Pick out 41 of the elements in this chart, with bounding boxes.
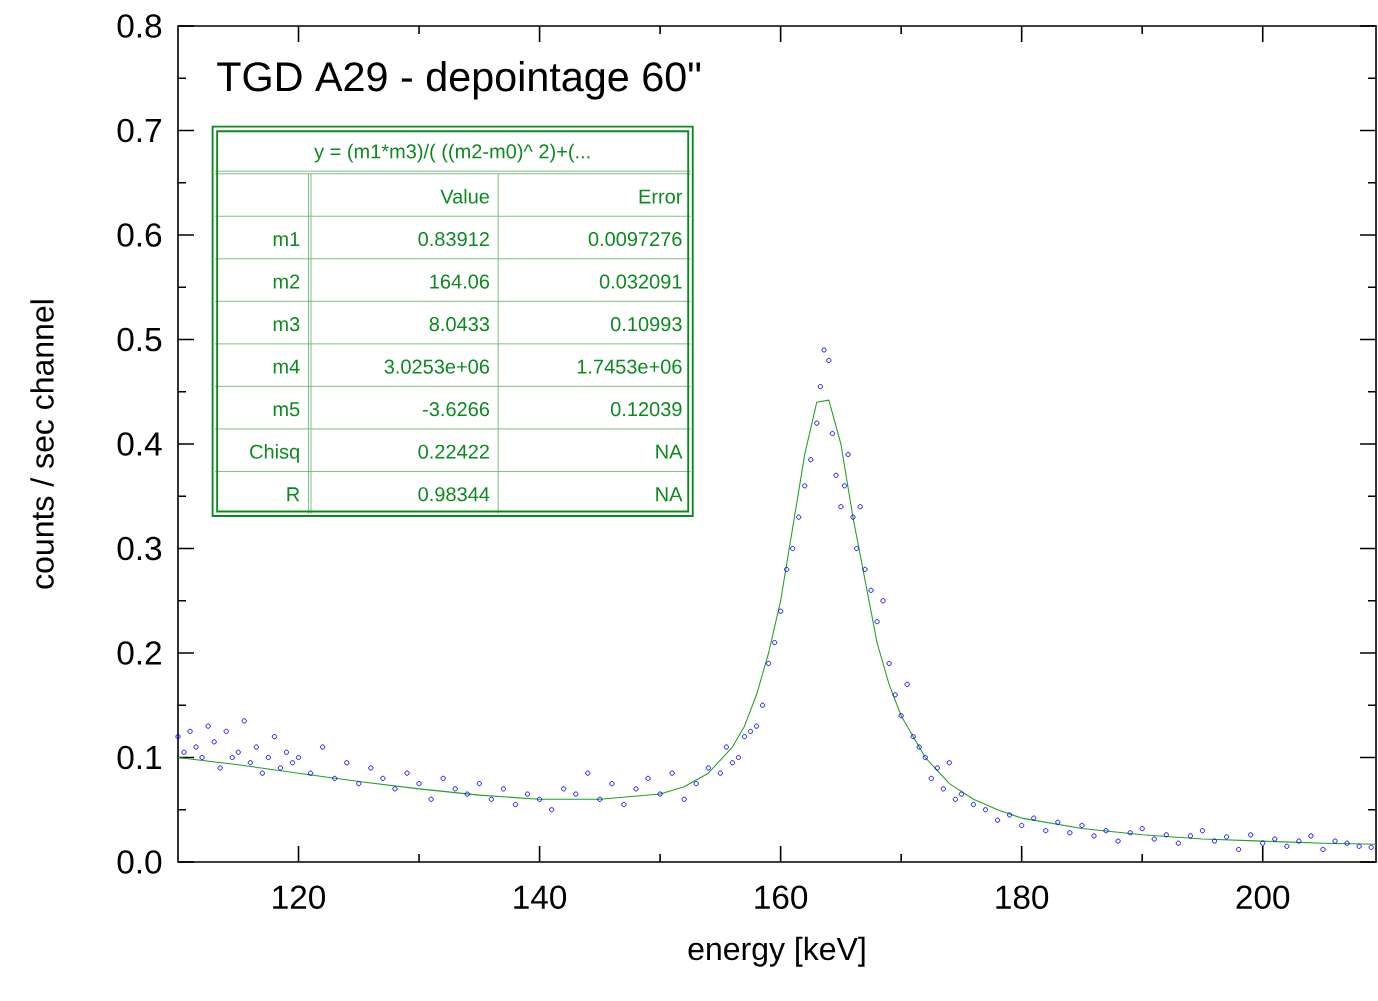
y-tick-label: 0.7	[117, 118, 161, 143]
x-tick-label: 140	[514, 885, 567, 909]
annotation: NA	[656, 487, 683, 502]
annotation: 0.032091	[599, 274, 682, 289]
y-tick-label: 0.3	[117, 536, 162, 561]
annotation: 1.7453e+06	[577, 359, 682, 374]
y-tick-label: 0.2	[117, 641, 161, 665]
x-tick-label: 180	[996, 885, 1049, 909]
annotation: 164.06	[430, 274, 490, 289]
annotation: 0.83912	[418, 231, 489, 247]
y-axis-title: counts / sec channel	[30, 300, 54, 589]
annotation: R	[287, 487, 300, 502]
annotation: Chisq	[250, 444, 299, 463]
annotation: m4	[273, 359, 300, 374]
annotation: 0.12039	[610, 402, 682, 417]
text: TGD A29 - depointage 60"	[217, 61, 701, 100]
annotation: m1	[273, 232, 300, 246]
annotation: m2	[273, 274, 300, 289]
annotation: 0.22422	[418, 444, 489, 459]
annotation: 0.0097276	[588, 231, 682, 247]
y-tick-label: 0.6	[117, 223, 162, 247]
y-tick-label: 0.4	[117, 432, 162, 456]
annotation: m3	[273, 317, 300, 332]
annotation: 3.0253e+06	[384, 359, 490, 374]
y-tick-label: 0.0	[117, 850, 162, 874]
x-tick-label: 160	[755, 885, 808, 909]
x-tick-label: 120	[273, 885, 326, 909]
x-axis-title: energy [keV]	[688, 936, 865, 967]
annotation: NA	[656, 444, 683, 459]
annotation: -3.6266	[422, 402, 490, 417]
annotation: y = (m1*m3)/( ((m2-m0)^ 2)+(...	[314, 143, 590, 163]
x-tick-label: 200	[1236, 885, 1290, 909]
annotation: 0.10993	[610, 317, 682, 332]
annotation: Value	[440, 188, 490, 204]
annotation: Error	[639, 189, 683, 204]
y-tick-label: 0.1	[117, 745, 161, 770]
y-tick-label: 0.5	[117, 327, 162, 352]
annotation: m5	[273, 402, 300, 417]
annotation: 8.0433	[429, 317, 490, 332]
y-tick-label: 0.8	[117, 14, 162, 38]
annotation: 0.98344	[418, 487, 490, 502]
